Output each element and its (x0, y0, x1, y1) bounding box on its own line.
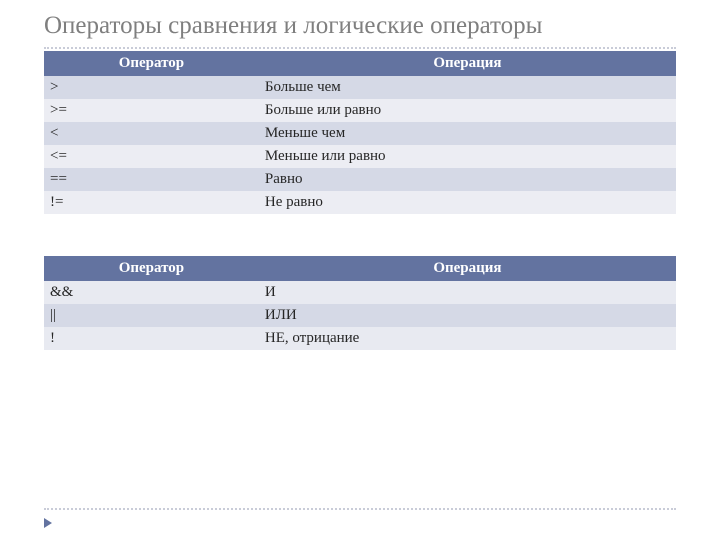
cell-operation: Меньше или равно (259, 145, 676, 168)
cell-operation: Больше чем (259, 76, 676, 99)
cell-operation: Равно (259, 168, 676, 191)
cell-operation: НЕ, отрицание (259, 327, 676, 350)
logical-operators-table: Оператор Операция && И || ИЛИ ! НЕ, отри… (44, 256, 676, 350)
cell-operator: ! (44, 327, 259, 350)
comparison-operators-table: Оператор Операция > Больше чем >= Больше… (44, 51, 676, 214)
table-row: || ИЛИ (44, 304, 676, 327)
column-header-operation: Операция (259, 51, 676, 76)
cell-operation: Не равно (259, 191, 676, 214)
cell-operation: И (259, 281, 676, 304)
cell-operator: == (44, 168, 259, 191)
table-row: == Равно (44, 168, 676, 191)
table-row: != Не равно (44, 191, 676, 214)
table-row: && И (44, 281, 676, 304)
cell-operator: <= (44, 145, 259, 168)
table-row: > Больше чем (44, 76, 676, 99)
title-divider (44, 47, 676, 49)
column-header-operator: Оператор (44, 51, 259, 76)
next-arrow-icon (44, 518, 52, 528)
table-header-row: Оператор Операция (44, 51, 676, 76)
page-title: Операторы сравнения и логические операто… (0, 0, 720, 47)
cell-operator: < (44, 122, 259, 145)
cell-operator: > (44, 76, 259, 99)
cell-operator: >= (44, 99, 259, 122)
cell-operator: != (44, 191, 259, 214)
column-header-operator: Оператор (44, 256, 259, 281)
column-header-operation: Операция (259, 256, 676, 281)
table-row: < Меньше чем (44, 122, 676, 145)
cell-operation: Больше или равно (259, 99, 676, 122)
cell-operation: ИЛИ (259, 304, 676, 327)
table-row: ! НЕ, отрицание (44, 327, 676, 350)
cell-operation: Меньше чем (259, 122, 676, 145)
table-row: >= Больше или равно (44, 99, 676, 122)
cell-operator: && (44, 281, 259, 304)
cell-operator: || (44, 304, 259, 327)
table-header-row: Оператор Операция (44, 256, 676, 281)
table-row: <= Меньше или равно (44, 145, 676, 168)
table-spacer (0, 214, 720, 256)
footer-divider (44, 508, 676, 510)
